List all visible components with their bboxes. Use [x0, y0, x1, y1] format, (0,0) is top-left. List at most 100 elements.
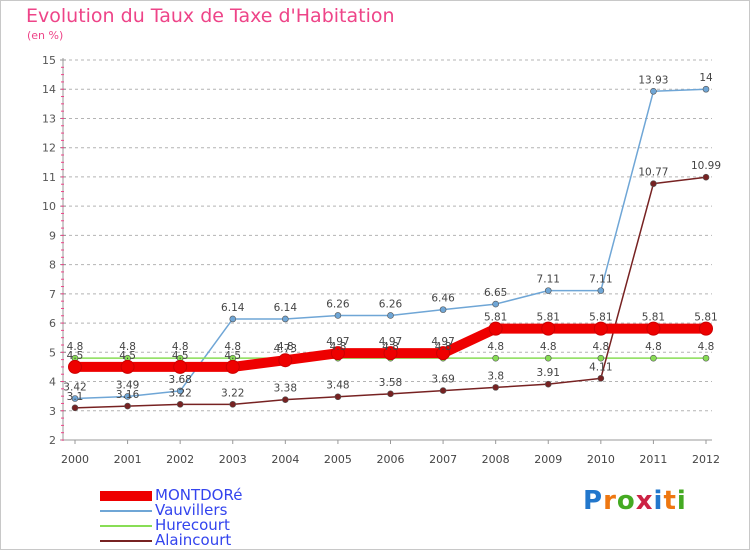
data-point-montdor- — [225, 359, 240, 374]
data-point-alaincourt — [176, 401, 184, 408]
data-point-montdor- — [436, 346, 451, 361]
legend-swatch-alaincourt — [100, 540, 152, 542]
y-tick-label: 15 — [42, 54, 56, 67]
chart-title: Evolution du Taux de Taxe d'Habitation — [26, 5, 395, 27]
data-label-alaincourt: 3.8 — [487, 370, 504, 382]
data-label-montdor-: 4.97 — [431, 336, 454, 348]
x-tick-label: 2008 — [482, 453, 510, 466]
proxiti-logo: Proxiti — [583, 486, 687, 516]
data-label-montdor-: 5.81 — [589, 312, 612, 324]
legend-label-vauvillers: Vauvillers — [155, 501, 228, 519]
data-label-alaincourt: 4.11 — [589, 361, 612, 373]
x-tick-label: 2004 — [271, 453, 299, 466]
data-label-hurecourt: 4.8 — [592, 341, 609, 353]
data-label-alaincourt: 10.99 — [691, 160, 721, 172]
data-label-vauvillers: 7.11 — [589, 274, 612, 286]
data-point-alaincourt — [702, 173, 710, 181]
data-label-montdor-: 4.97 — [326, 336, 349, 348]
data-label-vauvillers: 14 — [699, 72, 713, 84]
data-point-vauvillers — [334, 312, 342, 319]
data-label-alaincourt: 3.16 — [116, 389, 140, 401]
data-point-alaincourt — [282, 396, 289, 403]
data-point-montdor- — [699, 321, 713, 336]
data-point-alaincourt — [597, 375, 605, 382]
data-label-vauvillers: 6.65 — [484, 287, 507, 299]
data-point-hurecourt — [544, 354, 552, 362]
data-point-montdor- — [173, 359, 188, 374]
data-label-hurecourt: 4.8 — [645, 341, 662, 353]
data-point-vauvillers — [282, 315, 289, 323]
data-point-montdor- — [541, 321, 556, 336]
data-label-hurecourt: 4.8 — [67, 341, 84, 353]
data-label-hurecourt: 4.8 — [277, 341, 294, 353]
data-label-alaincourt: 3.48 — [326, 380, 349, 392]
data-label-hurecourt: 4.8 — [330, 341, 347, 353]
x-tick-label: 2007 — [429, 453, 457, 466]
data-label-montdor-: 4.97 — [379, 336, 402, 348]
data-label-alaincourt: 3.58 — [379, 377, 402, 389]
y-tick-label: 7 — [49, 288, 56, 301]
data-label-vauvillers: 6.14 — [274, 302, 298, 314]
data-label-vauvillers: 3.42 — [63, 381, 86, 393]
data-label-vauvillers: 6.26 — [326, 298, 350, 310]
data-label-hurecourt: 4.8 — [435, 341, 452, 353]
data-point-montdor- — [383, 346, 398, 361]
data-point-montdor- — [488, 321, 503, 336]
data-label-montdor-: 4.73 — [274, 343, 297, 355]
data-point-montdor- — [593, 321, 608, 336]
data-label-vauvillers: 6.14 — [221, 302, 245, 314]
data-label-montdor-: 4.5 — [224, 350, 241, 362]
data-point-vauvillers — [176, 387, 184, 395]
x-tick-label: 2006 — [377, 453, 405, 466]
y-tick-label: 6 — [49, 317, 56, 330]
data-label-hurecourt: 4.8 — [540, 341, 557, 353]
data-label-montdor-: 4.5 — [119, 350, 136, 362]
data-label-alaincourt: 3.69 — [431, 374, 454, 386]
data-label-vauvillers: 6.26 — [379, 298, 403, 310]
data-point-vauvillers — [650, 87, 657, 95]
legend-label-montdore: MONTDORé — [155, 486, 243, 504]
data-label-vauvillers: 6.46 — [431, 293, 455, 305]
data-label-hurecourt: 4.8 — [224, 341, 241, 353]
data-point-vauvillers — [387, 312, 394, 319]
data-label-alaincourt: 3.38 — [274, 383, 297, 395]
y-tick-label: 10 — [42, 200, 56, 213]
data-label-alaincourt: 3.91 — [537, 367, 560, 379]
data-point-montdor- — [330, 346, 345, 361]
data-point-alaincourt — [334, 393, 342, 401]
data-label-hurecourt: 4.8 — [487, 341, 504, 353]
y-tick-label: 3 — [49, 405, 56, 418]
y-tick-label: 12 — [42, 142, 56, 155]
data-label-montdor-: 5.81 — [694, 312, 717, 324]
data-point-montdor- — [278, 353, 293, 368]
data-point-alaincourt — [229, 401, 237, 408]
x-tick-label: 2001 — [114, 453, 142, 466]
data-point-vauvillers — [71, 395, 79, 402]
x-tick-label: 2002 — [166, 453, 194, 466]
data-label-alaincourt: 3.22 — [168, 387, 191, 399]
data-label-montdor-: 5.81 — [484, 312, 507, 324]
data-point-montdor- — [120, 359, 135, 374]
data-point-vauvillers — [492, 300, 499, 308]
data-point-montdor- — [68, 359, 82, 374]
data-point-hurecourt — [597, 354, 605, 362]
data-label-vauvillers: 7.11 — [537, 274, 560, 286]
legend-swatch-hurecourt — [100, 525, 152, 527]
chart-subtitle: (en %) — [27, 29, 64, 42]
y-tick-label: 14 — [42, 83, 56, 96]
data-label-montdor-: 5.81 — [537, 312, 560, 324]
x-tick-label: 2003 — [219, 453, 247, 466]
y-tick-label: 9 — [49, 229, 56, 242]
data-point-vauvillers — [124, 393, 131, 400]
data-point-alaincourt — [650, 180, 657, 187]
legend-swatch-montdore — [100, 491, 152, 501]
data-label-alaincourt: 3.1 — [67, 391, 84, 403]
x-tick-label: 2011 — [639, 453, 667, 466]
x-tick-label: 2009 — [534, 453, 562, 466]
data-label-montdor-: 5.81 — [642, 312, 665, 324]
y-tick-label: 4 — [49, 376, 56, 389]
data-point-alaincourt — [387, 390, 394, 398]
legend-swatch-vauvillers — [100, 510, 152, 512]
